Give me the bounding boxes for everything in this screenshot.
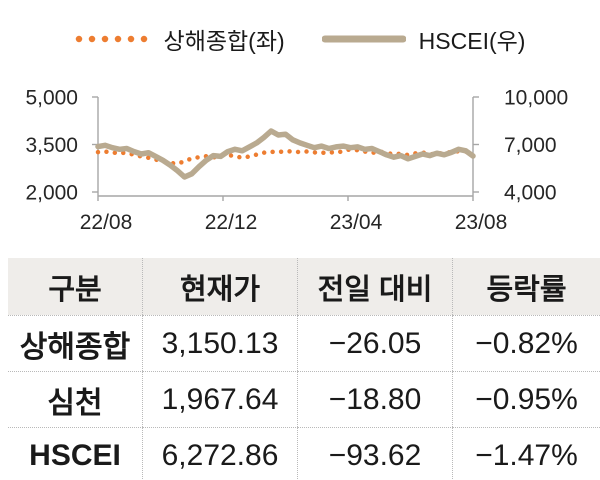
x-axis-tick-2212: 22/12 <box>205 211 258 234</box>
chart-legend: 상해종합(좌) HSCEI(우) <box>0 0 600 54</box>
legend-label-hscei: HSCEI(우) <box>418 27 526 54</box>
table-header-change-rate: 등락률 <box>453 258 600 315</box>
row-hscei-label: HSCEI <box>8 427 143 480</box>
row-hscei-price: 6,272.86 <box>143 427 298 480</box>
row-shanghai-label: 상해종합 <box>8 315 143 371</box>
right-axis-tick-7000: 7,000 <box>504 134 557 157</box>
table-header-daily-change: 전일 대비 <box>298 258 453 315</box>
row-shenzhen-label: 심천 <box>8 371 143 427</box>
x-axis-tick-2208: 22/08 <box>80 211 133 234</box>
x-axis-tick-2304: 23/04 <box>330 211 383 234</box>
right-axis-tick-4000: 4,000 <box>504 182 557 205</box>
chart-axes <box>92 96 479 201</box>
hscei-series-line <box>95 128 476 180</box>
legend-item-hscei: HSCEI(우) <box>321 22 526 56</box>
legend-label-shanghai: 상해종합(좌) <box>163 27 285 54</box>
shanghai-dotted-line-icon <box>75 35 150 42</box>
legend-item-shanghai: 상해종합(좌) <box>75 22 285 56</box>
right-axis-tick-10000: 10,000 <box>504 87 568 110</box>
table-header-current-price: 현재가 <box>143 258 298 315</box>
row-shenzhen-rate: −0.95% <box>453 371 600 427</box>
index-summary-table: 구분 현재가 전일 대비 등락률 상해종합 3,150.13 −26.05 −0… <box>8 258 600 480</box>
left-axis-tick-5000: 5,000 <box>25 87 78 110</box>
row-shenzhen-change: −18.80 <box>298 371 453 427</box>
x-axis-tick-2308: 23/08 <box>455 211 508 234</box>
table-header-category: 구분 <box>8 258 143 315</box>
row-hscei-change: −93.62 <box>298 427 453 480</box>
row-shanghai-rate: −0.82% <box>453 315 600 371</box>
row-shenzhen-price: 1,967.64 <box>143 371 298 427</box>
row-hscei-rate: −1.47% <box>453 427 600 480</box>
hscei-solid-line-icon <box>321 35 406 42</box>
index-line-chart: 5,000 3,500 2,000 10,000 7,000 4,000 22/… <box>25 87 568 235</box>
left-axis-tick-2000: 2,000 <box>25 182 78 205</box>
row-shanghai-change: −26.05 <box>298 315 453 371</box>
left-axis-tick-3500: 3,500 <box>25 134 78 157</box>
row-shanghai-price: 3,150.13 <box>143 315 298 371</box>
